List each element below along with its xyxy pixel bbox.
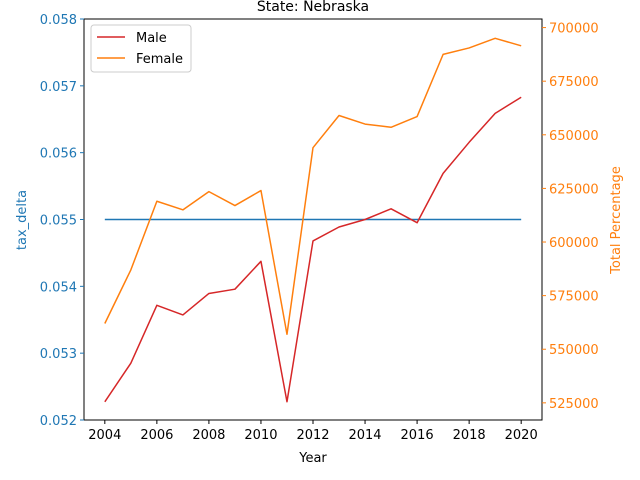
chart-title: State: Nebraska	[257, 0, 369, 15]
right-y-tick-label: 675000	[549, 75, 599, 90]
legend-entry-male: Male	[136, 31, 167, 46]
right-y-tick-label: 600000	[549, 236, 599, 251]
legend-entry-female: Female	[136, 52, 183, 67]
left-y-tick-label: 0.054	[40, 280, 77, 295]
right-y-tick-label: 525000	[549, 397, 599, 412]
left-y-tick-label: 0.055	[40, 214, 77, 229]
x-tick-label: 2020	[505, 428, 538, 443]
right-y-axis-label: Total Percentage	[609, 166, 624, 275]
left-y-tick-label: 0.056	[40, 147, 77, 162]
series-layer	[104, 37, 522, 403]
right-y-tick-label: 700000	[549, 22, 599, 37]
x-axis-label: Year	[298, 451, 327, 466]
left-y-tick-label: 0.058	[40, 13, 77, 28]
series-line-female	[104, 37, 522, 335]
right-y-axis: 525000 550000 575000 600000 625000 650000 6750…	[542, 22, 599, 412]
x-tick-label: 2010	[244, 428, 277, 443]
series-line-male	[104, 96, 522, 403]
x-axis: 2004 2006 2008 2010 2012 2014 2016 2018 2020	[88, 420, 538, 443]
left-y-tick-label: 0.057	[40, 80, 77, 95]
right-y-tick-label: 625000	[549, 182, 599, 197]
x-tick-label: 2004	[88, 428, 121, 443]
x-tick-label: 2018	[453, 428, 486, 443]
x-tick-label: 2008	[192, 428, 225, 443]
right-y-tick-label: 550000	[549, 343, 599, 358]
left-y-tick-label: 0.053	[40, 347, 77, 362]
left-y-axis-label: tax_delta	[15, 190, 30, 250]
right-y-tick-label: 575000	[549, 290, 599, 305]
x-tick-label: 2014	[348, 428, 381, 443]
legend: Male Female	[90, 24, 192, 73]
left-y-axis: 0.052 0.053 0.054 0.055 0.056 0.057 0.058	[40, 13, 84, 429]
x-tick-label: 2012	[296, 428, 329, 443]
x-tick-label: 2016	[401, 428, 434, 443]
right-y-tick-label: 650000	[549, 129, 599, 144]
x-tick-label: 2006	[140, 428, 173, 443]
left-y-tick-label: 0.052	[40, 414, 77, 429]
